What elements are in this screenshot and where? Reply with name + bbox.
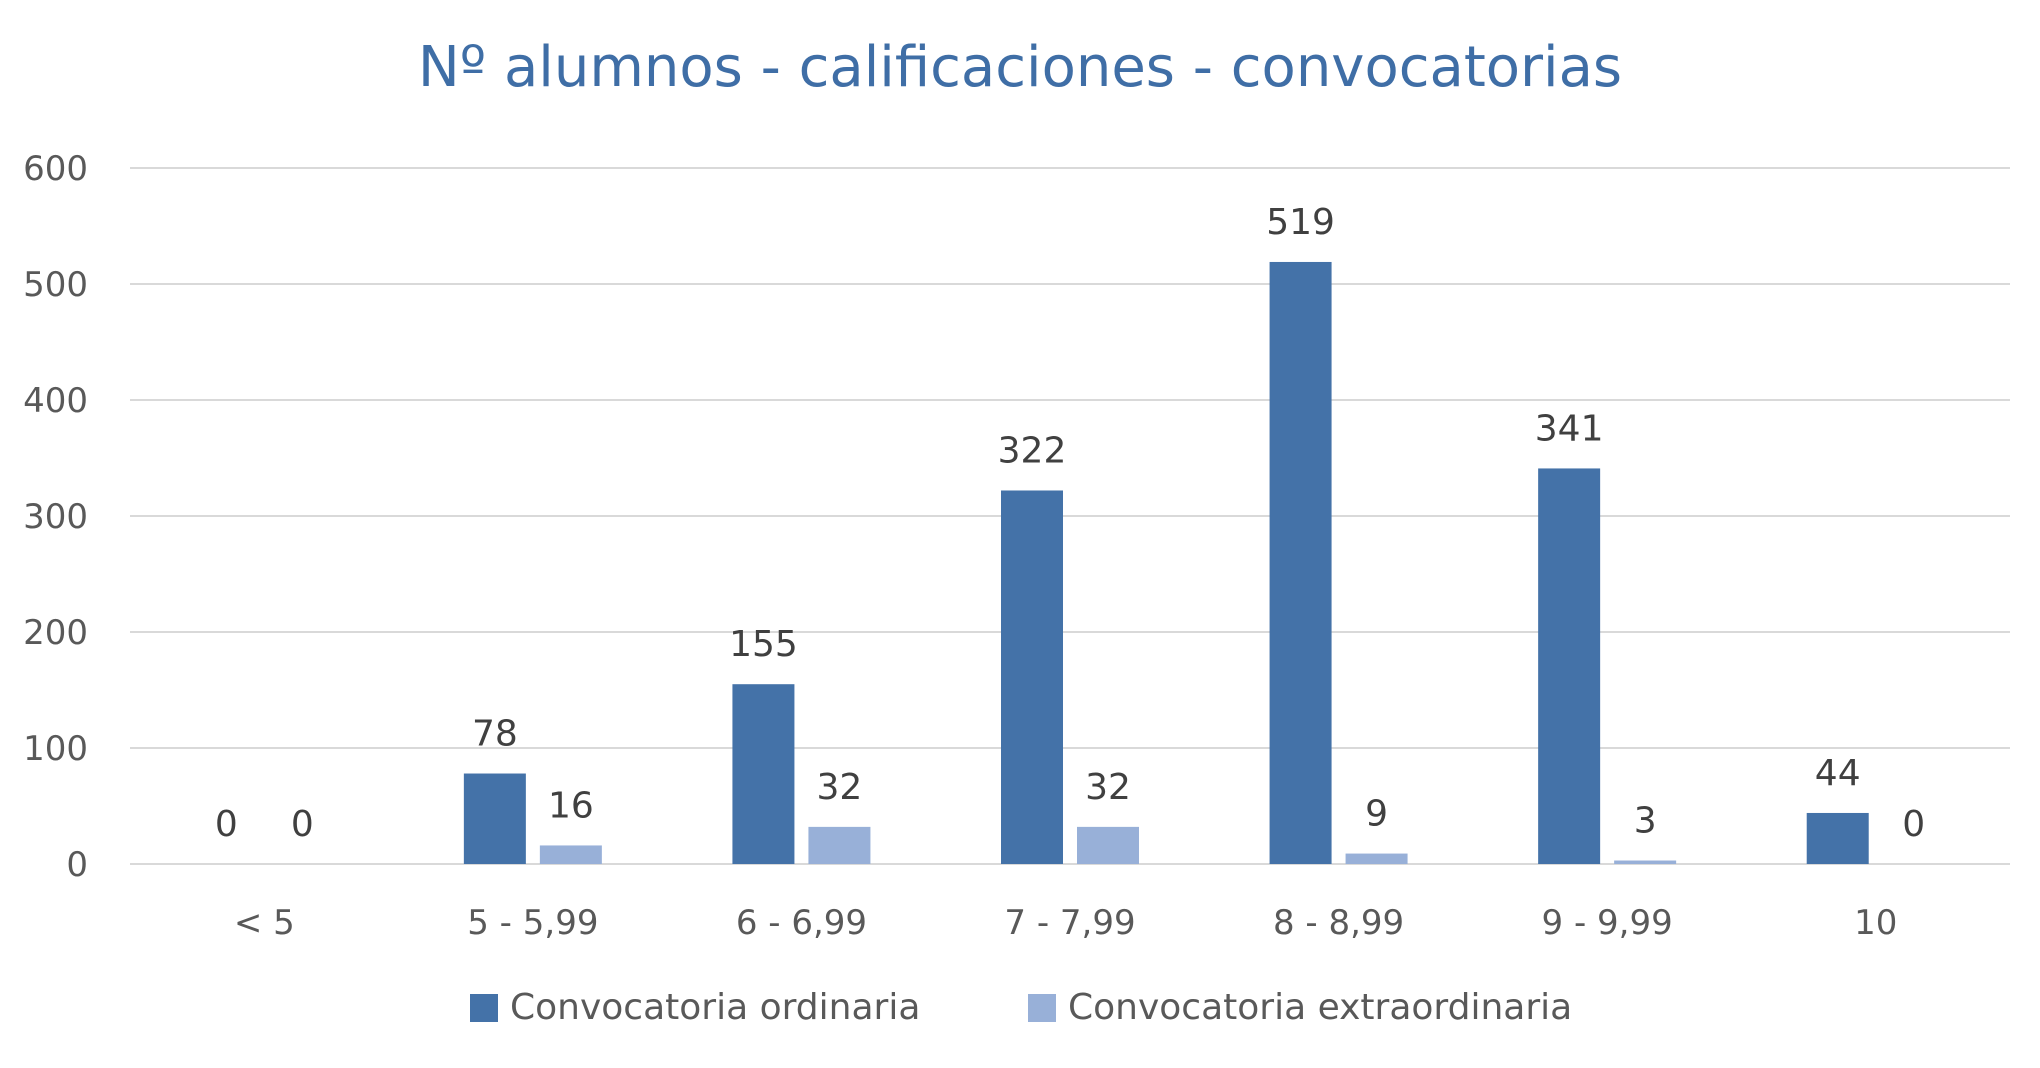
- data-label: 322: [998, 430, 1067, 471]
- x-tick-label: 10: [1854, 903, 1897, 943]
- data-label: 341: [1535, 408, 1604, 449]
- x-tick-label: 5 - 5,99: [467, 903, 598, 943]
- data-label: 519: [1266, 202, 1335, 243]
- chart-title: Nº alumnos - calificaciones - convocator…: [418, 35, 1622, 100]
- legend-swatch: [470, 994, 498, 1022]
- data-label: 16: [548, 785, 594, 826]
- data-label: 9: [1365, 794, 1388, 835]
- y-tick-label: 600: [23, 149, 88, 189]
- y-tick-label: 400: [23, 381, 88, 421]
- data-label: 0: [215, 804, 238, 845]
- x-tick-label: 6 - 6,99: [736, 903, 867, 943]
- data-label: 3: [1634, 801, 1657, 842]
- legend: Convocatoria ordinaria Convocatoria extra…: [470, 987, 1572, 1028]
- y-tick-label: 200: [23, 613, 88, 653]
- data-label: 44: [1815, 753, 1861, 794]
- x-tick-label: 8 - 8,99: [1273, 903, 1404, 943]
- data-label: 78: [472, 714, 518, 755]
- bar-ordinaria: [732, 684, 795, 864]
- bar-extraordinaria: [539, 845, 602, 864]
- y-axis-ticks: 0 100 200 300 400 500 600: [23, 149, 88, 885]
- bar-extraordinaria: [1345, 853, 1408, 864]
- bar-ordinaria: [463, 773, 526, 864]
- y-tick-label: 0: [66, 845, 88, 885]
- bar-ordinaria: [1001, 490, 1063, 864]
- legend-swatch: [1028, 994, 1056, 1022]
- bars: [463, 261, 1869, 865]
- y-tick-label: 100: [23, 729, 88, 769]
- gridlines: [130, 167, 2010, 865]
- x-tick-label: < 5: [234, 903, 295, 943]
- data-label: 155: [729, 624, 798, 665]
- bar-extraordinaria: [1614, 860, 1677, 864]
- bar-extraordinaria: [1077, 826, 1139, 864]
- bar-ordinaria: [1269, 261, 1332, 865]
- legend-label: Convocatoria extraordinaria: [1068, 987, 1572, 1028]
- x-tick-label: 9 - 9,99: [1542, 903, 1673, 943]
- legend-label: Convocatoria ordinaria: [510, 987, 920, 1028]
- bar-extraordinaria: [808, 826, 871, 864]
- x-axis-ticks: < 5 5 - 5,99 6 - 6,99 7 - 7,99 8 - 8,99 9 - 9…: [234, 903, 1898, 943]
- bar-ordinaria: [1806, 812, 1869, 864]
- y-tick-label: 300: [23, 497, 88, 537]
- x-tick-label: 7 - 7,99: [1004, 903, 1135, 943]
- bar-ordinaria: [1538, 468, 1601, 864]
- data-label: 0: [291, 804, 314, 845]
- data-labels: 0 0 78 16 155 32 322 32 519 9 341 3 44 0: [215, 202, 1925, 845]
- y-tick-label: 500: [23, 265, 88, 305]
- data-label: 32: [817, 767, 863, 808]
- data-label: 0: [1902, 804, 1925, 845]
- data-label: 32: [1085, 767, 1131, 808]
